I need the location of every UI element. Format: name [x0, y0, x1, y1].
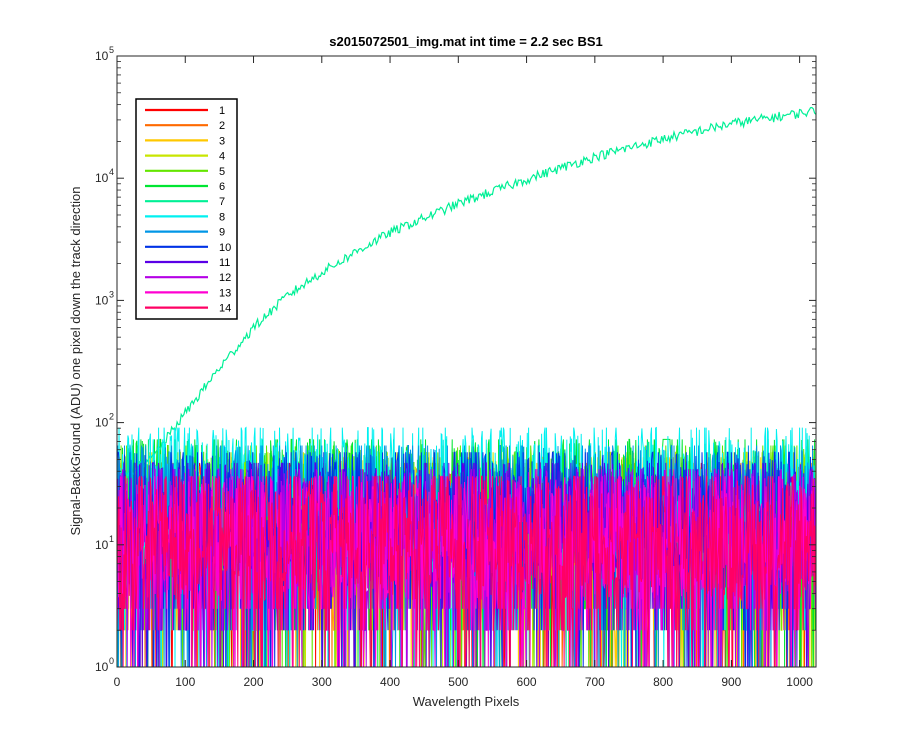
legend-box: [135, 98, 238, 320]
y-tick-exponent: 4: [109, 167, 114, 177]
x-tick-label: 700: [585, 675, 605, 689]
legend-label-6: 6: [219, 181, 225, 193]
y-tick-label: 10: [95, 293, 109, 307]
x-tick-label: 300: [312, 675, 332, 689]
y-tick-label: 10: [95, 416, 109, 430]
x-tick-label: 100: [175, 675, 195, 689]
x-tick-label: 400: [380, 675, 400, 689]
y-tick-label: 10: [95, 171, 109, 185]
legend-label-3: 3: [219, 135, 225, 147]
legend-label-14: 14: [219, 303, 231, 315]
x-tick-label: 500: [448, 675, 468, 689]
y-tick-label: 10: [95, 49, 109, 63]
legend-label-2: 2: [219, 120, 225, 132]
y-tick-label: 10: [95, 660, 109, 674]
x-tick-label: 0: [114, 675, 121, 689]
legend-label-11: 11: [219, 257, 230, 269]
legend-label-10: 10: [219, 242, 231, 254]
plot-frame: [116, 55, 817, 668]
x-tick-label: 800: [653, 675, 673, 689]
y-tick-exponent: 2: [109, 412, 114, 422]
x-axis-label: Wavelength Pixels: [413, 694, 520, 709]
y-tick-exponent: 0: [109, 656, 114, 666]
legend-label-8: 8: [219, 211, 225, 223]
x-tick-label: 600: [517, 675, 537, 689]
y-tick-exponent: 1: [109, 534, 114, 544]
series-line-14: [116, 475, 817, 668]
x-tick-label: 200: [244, 675, 264, 689]
legend-label-7: 7: [219, 196, 225, 208]
legend-label-5: 5: [219, 166, 225, 178]
series-line-7: [116, 106, 817, 479]
legend-label-12: 12: [219, 272, 231, 284]
x-tick-label: 900: [721, 675, 741, 689]
y-tick-exponent: 5: [109, 45, 114, 55]
y-tick-label: 10: [95, 538, 109, 552]
legend-label-9: 9: [219, 227, 225, 239]
x-axis: 0 100 200 300 400 500 600 700 800 900 1000: [114, 56, 813, 689]
legend-label-13: 13: [219, 287, 231, 299]
x-tick-label: 1000: [786, 675, 813, 689]
legend-label-1: 1: [219, 105, 225, 117]
y-tick-exponent: 3: [109, 289, 114, 299]
series-line-13: [116, 474, 817, 668]
legend-label-4: 4: [219, 151, 225, 163]
y-axis-label: Signal-BackGround (ADU) one pixel down t…: [68, 186, 83, 535]
chart-title: s2015072501_img.mat int time = 2.2 sec B…: [329, 34, 603, 49]
